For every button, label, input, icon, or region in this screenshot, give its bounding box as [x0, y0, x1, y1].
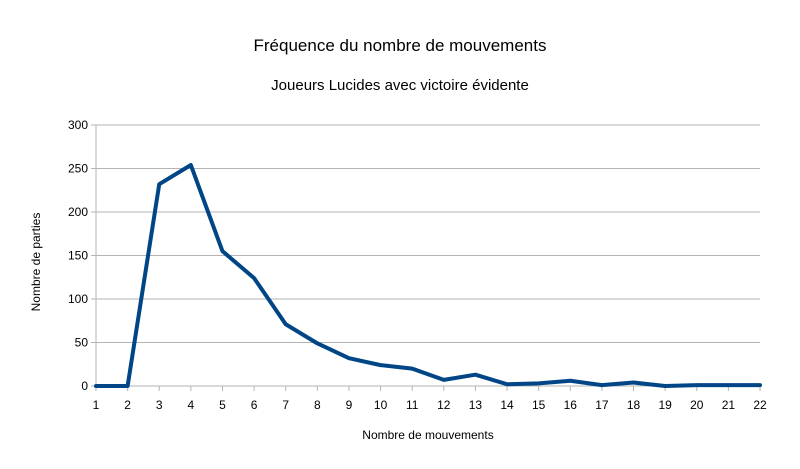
- x-tick-label: 12: [437, 398, 451, 412]
- x-tick-label: 13: [469, 398, 483, 412]
- chart-title: Fréquence du nombre de mouvements: [253, 36, 547, 55]
- series-line: [94, 163, 762, 388]
- x-tick-label: 11: [406, 398, 419, 412]
- x-tick-label: 17: [595, 398, 609, 412]
- x-tick-label: 14: [500, 398, 514, 412]
- x-tick-label: 1: [93, 398, 100, 412]
- y-axis-label: Nombre de parties: [29, 213, 43, 312]
- x-tick-label: 6: [251, 398, 258, 412]
- x-tick-label: 10: [374, 398, 388, 412]
- grid-lines: [96, 124, 760, 343]
- x-tick-label: 5: [219, 398, 226, 412]
- y-tick-label: 100: [68, 292, 88, 306]
- x-tick-label: 9: [346, 398, 353, 412]
- x-tick-label: 16: [564, 398, 578, 412]
- x-tick-label: 4: [188, 398, 195, 412]
- y-tick-label: 0: [81, 379, 88, 393]
- x-tick-label: 2: [124, 398, 131, 412]
- y-tick-labels: 0 50 100 150 200 250 300: [68, 118, 88, 393]
- x-tick-label: 8: [314, 398, 321, 412]
- x-tick-label: 15: [532, 398, 546, 412]
- x-tick-label: 7: [282, 398, 289, 412]
- x-tick-label: 20: [690, 398, 704, 412]
- chart-subtitle: Joueurs Lucides avec victoire évidente: [271, 77, 529, 94]
- x-tick-label: 18: [627, 398, 641, 412]
- x-tick-label: 22: [753, 398, 767, 412]
- y-tick-label: 300: [68, 118, 88, 132]
- x-tick-label: 21: [722, 398, 736, 412]
- y-tick-label: 250: [68, 162, 88, 176]
- x-tick-label: 19: [658, 398, 672, 412]
- x-tick-label: 3: [156, 398, 163, 412]
- x-tick-labels: 1 2 3 4 5 6 7 8 9 10 11 12 13 14 15 16 17 18 19 20 21 22: [93, 398, 767, 412]
- y-tick-label: 150: [68, 249, 88, 263]
- series-group: [94, 163, 762, 388]
- x-axis-label: Nombre de mouvements: [362, 428, 493, 442]
- y-tick-label: 200: [68, 205, 88, 219]
- y-tick-label: 50: [75, 336, 89, 350]
